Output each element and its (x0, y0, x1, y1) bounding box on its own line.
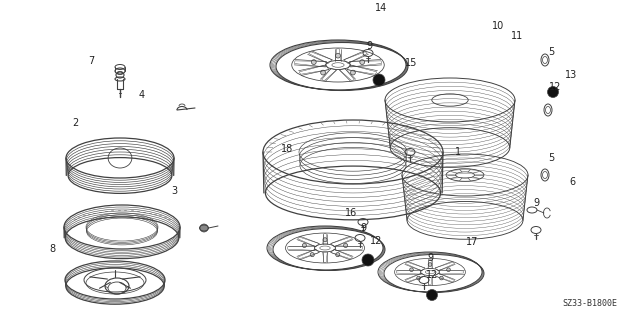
Ellipse shape (440, 276, 444, 280)
Ellipse shape (410, 268, 413, 271)
Text: 12: 12 (549, 82, 562, 92)
Ellipse shape (447, 268, 451, 271)
Ellipse shape (428, 263, 432, 266)
Text: 6: 6 (570, 177, 576, 188)
Ellipse shape (360, 60, 365, 64)
Text: 2: 2 (72, 118, 79, 128)
Ellipse shape (351, 70, 355, 75)
Ellipse shape (321, 70, 325, 75)
Text: 8: 8 (49, 244, 56, 255)
Text: 9: 9 (533, 197, 540, 208)
Ellipse shape (200, 224, 208, 232)
Text: 11: 11 (511, 31, 524, 41)
Text: 12: 12 (370, 236, 383, 246)
Ellipse shape (426, 290, 438, 300)
Text: 9: 9 (367, 41, 373, 51)
Text: 1: 1 (454, 147, 461, 158)
Ellipse shape (310, 253, 314, 257)
Text: SZ33-B1800E: SZ33-B1800E (563, 299, 618, 308)
Text: 16: 16 (344, 208, 357, 218)
Ellipse shape (312, 60, 316, 64)
Ellipse shape (362, 254, 374, 266)
Ellipse shape (373, 74, 385, 86)
Text: 12: 12 (426, 270, 438, 280)
Text: 17: 17 (466, 237, 479, 247)
Text: 7: 7 (88, 56, 95, 66)
Text: 15: 15 (404, 58, 417, 68)
Text: 5: 5 (548, 47, 555, 57)
Text: 9: 9 (360, 223, 367, 233)
Ellipse shape (323, 238, 327, 242)
Ellipse shape (547, 86, 559, 98)
Ellipse shape (335, 53, 340, 58)
Text: 10: 10 (492, 21, 504, 31)
Text: 4: 4 (139, 90, 145, 100)
Text: 9: 9 (427, 253, 433, 263)
Ellipse shape (302, 243, 307, 248)
Text: 18: 18 (280, 144, 293, 154)
Ellipse shape (336, 253, 340, 257)
Text: 5: 5 (548, 153, 555, 163)
Text: 13: 13 (564, 70, 577, 80)
Text: 14: 14 (374, 3, 387, 13)
Ellipse shape (344, 243, 348, 248)
Ellipse shape (417, 276, 420, 280)
Text: 3: 3 (171, 186, 177, 196)
